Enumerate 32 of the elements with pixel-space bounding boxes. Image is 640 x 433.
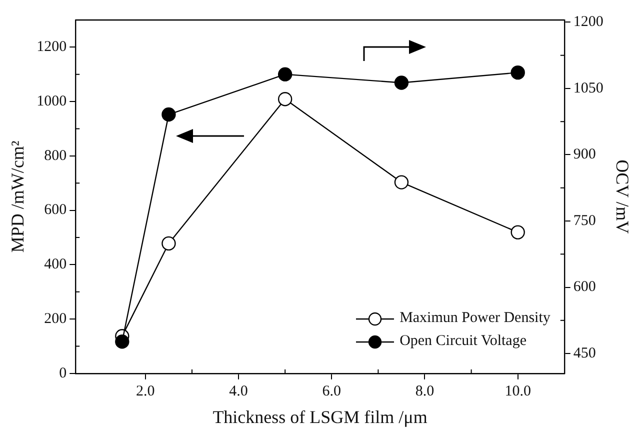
y-axis-title: MPD /mW/cm² [8, 140, 28, 253]
x-axis-title: Thickness of LSGM film /μm [212, 406, 428, 427]
point [162, 107, 176, 122]
point [278, 92, 292, 106]
y-tick-label: 600 [44, 202, 67, 218]
legend-label: Maximun Power Density [400, 309, 550, 328]
point [278, 67, 292, 82]
x-tick-label: 10.0 [504, 383, 531, 400]
y-tick-label: 800 [44, 148, 67, 164]
point [394, 76, 409, 90]
y2-axis-title: OCV /mV [612, 160, 632, 234]
y2-tick-label: 1200 [573, 14, 604, 30]
point [510, 65, 525, 80]
y2-tick-label: 450 [573, 345, 596, 362]
x-tick-label: 4.0 [229, 383, 248, 400]
x-tick-label: 6.0 [322, 383, 342, 400]
y-tick-label: 0 [59, 365, 67, 382]
legend-label: Open Circuit Voltage [400, 332, 526, 352]
x-tick-label: 8.0 [415, 383, 434, 400]
y2-tick-label: 900 [573, 146, 596, 163]
point [394, 175, 409, 190]
point [162, 236, 176, 251]
y2-tick-label: 1050 [573, 80, 604, 96]
y2-tick-label: 600 [573, 279, 596, 296]
x-tick-label: 2.0 [136, 383, 155, 400]
y-tick-label: 1000 [36, 93, 67, 110]
y-tick-label: 200 [44, 310, 67, 327]
y2-tick-label: 750 [573, 212, 596, 229]
point [115, 334, 130, 349]
y-tick-label: 1200 [36, 39, 67, 56]
y-tick-label: 400 [44, 256, 67, 273]
point [510, 225, 525, 240]
